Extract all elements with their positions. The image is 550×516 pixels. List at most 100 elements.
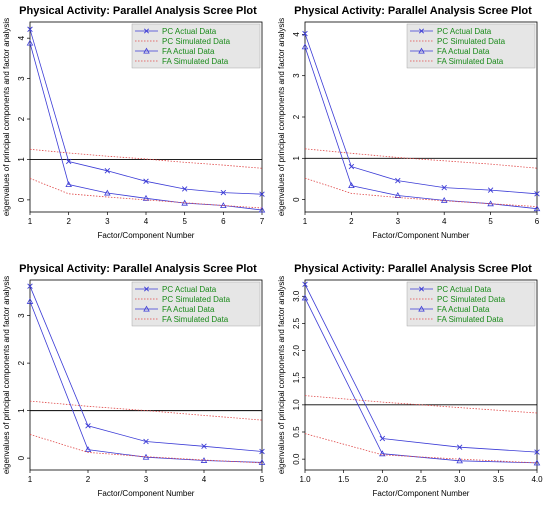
- fa-actual-point: [26, 297, 34, 304]
- y-axis-label: eigenvalues of principal components and …: [277, 18, 286, 216]
- fa-actual-point: [533, 205, 541, 212]
- x-marker: [456, 444, 463, 450]
- fa-actual-point: [301, 43, 309, 50]
- pc-actual-line: [304, 33, 538, 195]
- x-marker: [104, 168, 111, 174]
- x-tick-label: 1: [303, 217, 308, 226]
- fa-actual-point: [394, 192, 402, 198]
- fa-actual-line: [29, 42, 263, 211]
- legend-x-marker: [418, 28, 425, 34]
- scree-plot-3: Physical Activity: Parallel Analysis Scr…: [0, 258, 275, 516]
- x-marker: [27, 26, 33, 32]
- legend-label-fa-simulated: FA Simulated Data: [162, 315, 229, 324]
- y-tick-label: 2: [292, 114, 301, 119]
- legend-label-fa-actual: FA Actual Data: [437, 305, 490, 314]
- x-marker: [395, 177, 401, 184]
- x-tick-label: 2.0: [377, 475, 389, 484]
- x-tick-label: 2.5: [415, 475, 427, 484]
- pc-actual-point: [104, 168, 111, 174]
- x-tick-label: 2: [349, 217, 354, 226]
- x-tick-label: 3.0: [454, 475, 466, 484]
- pc-actual-line: [304, 284, 538, 453]
- legend-triangle-marker: [143, 47, 150, 54]
- x-marker: [379, 435, 386, 442]
- x-marker: [302, 281, 308, 288]
- pc-actual-point: [259, 191, 265, 197]
- fa-actual-point: [301, 294, 309, 301]
- x-marker: [487, 187, 494, 193]
- y-axis-label: eigenvalues of principal components and …: [2, 18, 11, 216]
- x-tick-label: 2: [86, 475, 91, 484]
- legend-label-fa-actual: FA Actual Data: [162, 305, 215, 314]
- legend-label-pc-actual: PC Actual Data: [437, 27, 492, 36]
- x-tick-label: 4: [144, 217, 149, 226]
- y-tick-label: 2: [17, 116, 26, 121]
- pc-actual-point: [456, 444, 463, 450]
- chart-title: Physical Activity: Parallel Analysis Scr…: [294, 263, 532, 275]
- fa-actual-point: [379, 450, 386, 457]
- y-tick-label: 0.0: [292, 453, 301, 465]
- fa-simulated-line: [29, 178, 263, 209]
- x-marker: [259, 448, 265, 455]
- pc-simulated-line: [29, 148, 263, 169]
- y-tick-label: 3: [17, 313, 26, 318]
- pc-actual-point: [201, 443, 207, 449]
- pc-actual-point: [534, 449, 540, 455]
- pc-actual-point: [441, 184, 447, 191]
- y-tick-label: 0.5: [292, 426, 301, 438]
- fa-actual-point: [65, 181, 72, 187]
- chart-svg: Physical Activity: Parallel Analysis Scr…: [2, 263, 266, 498]
- fa-actual-point: [104, 189, 111, 196]
- y-tick-label: 3: [17, 76, 26, 81]
- pc-actual-point: [143, 178, 149, 184]
- fa-actual-point: [348, 182, 355, 189]
- pc-actual-point: [259, 448, 265, 455]
- chart-title: Physical Activity: Parallel Analysis Scr…: [19, 5, 257, 17]
- y-tick-label: 1.0: [292, 399, 301, 411]
- x-marker: [348, 163, 355, 170]
- chart-svg: Physical Activity: Parallel Analysis Scr…: [277, 5, 541, 240]
- x-tick-label: 3: [105, 217, 110, 226]
- x-marker: [259, 191, 265, 197]
- fa-actual-point: [456, 457, 463, 464]
- x-tick-label: 6: [535, 217, 540, 226]
- y-tick-label: 3.0: [292, 290, 301, 302]
- pc-actual-point: [27, 26, 33, 32]
- y-tick-label: 1.5: [292, 372, 301, 384]
- legend-label-pc-actual: PC Actual Data: [162, 285, 217, 294]
- y-tick-label: 0: [17, 455, 26, 460]
- chart-svg: Physical Activity: Parallel Analysis Scr…: [2, 5, 266, 240]
- legend-label-fa-simulated: FA Simulated Data: [437, 57, 504, 66]
- y-tick-label: 3: [292, 73, 301, 78]
- y-tick-label: 4: [17, 35, 26, 40]
- pc-actual-point: [379, 435, 386, 442]
- pc-actual-point: [348, 163, 355, 170]
- y-tick-label: 0: [17, 197, 26, 202]
- fa-actual-point: [258, 458, 266, 465]
- legend-label-pc-simulated: PC Simulated Data: [162, 295, 231, 304]
- pc-actual-point: [534, 191, 540, 197]
- x-axis-label: Factor/Component Number: [373, 489, 470, 498]
- x-tick-label: 7: [260, 217, 265, 226]
- y-tick-label: 2.0: [292, 344, 301, 356]
- chart-title: Physical Activity: Parallel Analysis Scr…: [19, 263, 257, 275]
- chart-svg: Physical Activity: Parallel Analysis Scr…: [277, 263, 543, 498]
- legend-triangle-marker: [143, 305, 150, 312]
- x-marker: [534, 449, 540, 455]
- fa-actual-point: [84, 446, 92, 453]
- pc-actual-point: [220, 189, 227, 196]
- chart-title: Physical Activity: Parallel Analysis Scr…: [294, 5, 532, 17]
- x-tick-label: 4: [202, 475, 207, 484]
- x-marker: [181, 186, 188, 192]
- x-tick-label: 5: [182, 217, 187, 226]
- legend-label-pc-simulated: PC Simulated Data: [437, 295, 506, 304]
- legend-label-fa-simulated: FA Simulated Data: [437, 315, 504, 324]
- x-marker: [441, 184, 447, 191]
- x-tick-label: 5: [488, 217, 493, 226]
- x-marker: [201, 443, 207, 449]
- x-tick-label: 6: [221, 217, 226, 226]
